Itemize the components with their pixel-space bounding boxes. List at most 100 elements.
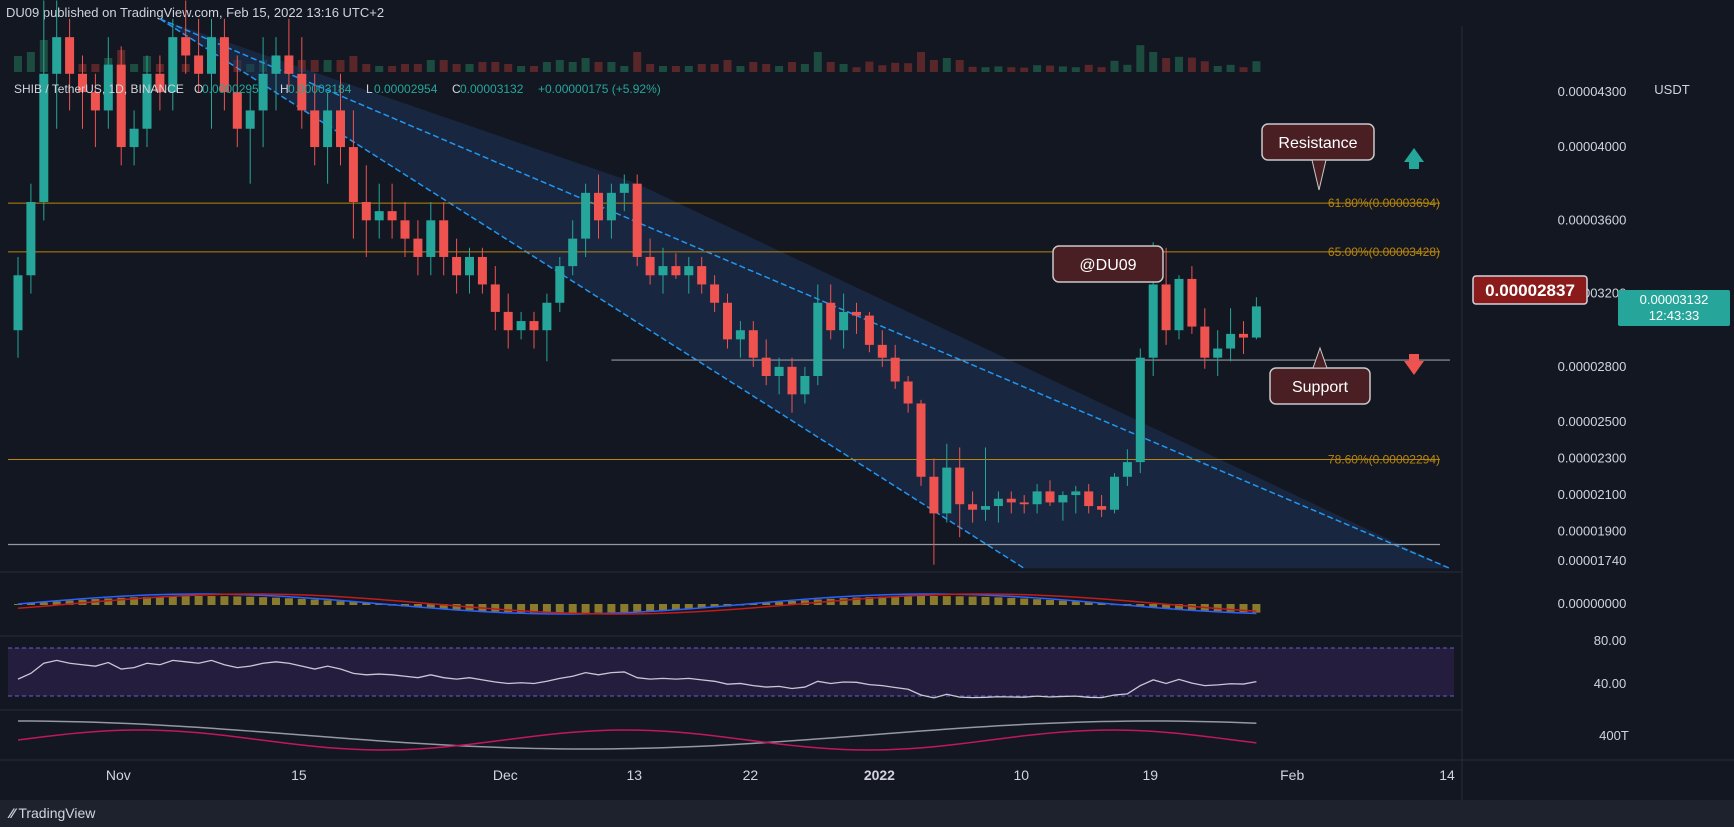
macd-histogram-bar <box>491 604 500 612</box>
candle <box>671 253 681 279</box>
macd-histogram-bar <box>659 604 667 611</box>
volume-bar <box>568 62 577 72</box>
volume-bar <box>530 66 538 72</box>
legend-value: +0.00000175 (+5.92%) <box>538 82 661 96</box>
candle <box>942 443 952 523</box>
candle-body <box>877 344 887 358</box>
candle-body <box>955 467 965 505</box>
candle <box>426 202 436 276</box>
candle <box>39 0 49 221</box>
macd-histogram-bar <box>1084 602 1093 605</box>
candle-body <box>632 183 642 257</box>
volume-bar <box>517 66 526 72</box>
volume-bar <box>1007 67 1016 72</box>
macd-histogram-bar <box>1007 597 1016 605</box>
candle-body <box>336 110 345 148</box>
candle-body <box>1187 278 1197 327</box>
volume-bar <box>620 66 629 72</box>
volume-bar <box>646 64 655 72</box>
volume-bar <box>1226 64 1235 72</box>
candle <box>1174 275 1184 340</box>
macd-histogram-bar <box>1058 600 1067 605</box>
volume-bar <box>891 62 900 72</box>
candle-body <box>942 467 952 514</box>
candle <box>284 18 294 93</box>
volume-bar <box>762 64 771 72</box>
candle-body <box>555 266 565 303</box>
candle <box>993 491 1003 523</box>
candle-body <box>748 330 758 358</box>
candle <box>606 183 616 239</box>
candle <box>310 73 320 166</box>
candle <box>181 0 191 74</box>
candle <box>929 458 939 565</box>
indicator-panels <box>8 593 1454 751</box>
legend-value: L <box>366 82 373 96</box>
candle-body <box>993 498 1003 507</box>
time-tick-label: 14 <box>1439 767 1455 783</box>
candle-body <box>787 366 797 395</box>
resistance-callout: Resistance <box>1261 123 1375 191</box>
volume-bar <box>659 66 667 72</box>
candle <box>387 183 397 239</box>
candle-body <box>52 37 62 74</box>
volume-bar <box>878 65 887 72</box>
macd-histogram-bar <box>865 597 874 605</box>
price-tick-label: 0.00002300 <box>1558 450 1627 465</box>
volume-bar <box>775 66 784 72</box>
volume-bar <box>310 60 319 72</box>
volume-bar <box>542 62 551 72</box>
candle <box>297 37 307 129</box>
candle-body <box>90 92 100 111</box>
macd-histogram-bar <box>168 596 177 605</box>
candle-body <box>1084 491 1094 507</box>
legend-value: C <box>452 82 461 96</box>
macd-histogram-bar <box>929 596 938 605</box>
candle <box>490 266 500 331</box>
candle-body <box>297 73 307 111</box>
candle-body <box>529 321 539 331</box>
macd-histogram-bar <box>1226 604 1235 612</box>
candle <box>323 92 333 184</box>
volume-bar <box>1252 61 1261 72</box>
candle <box>1045 480 1055 507</box>
candle <box>1097 495 1107 518</box>
candle-body <box>503 311 513 331</box>
candle-body <box>516 321 526 331</box>
volume-bar <box>1175 56 1183 72</box>
volume-bar <box>788 62 796 72</box>
candle-body <box>710 284 720 303</box>
candle <box>361 165 371 257</box>
legend-value: O <box>194 82 203 96</box>
macd-histogram-bar <box>891 596 900 605</box>
time-tick-label: Nov <box>106 767 131 783</box>
macd-tick-label: 0.00000000 <box>1558 596 1627 611</box>
candle-body <box>761 357 771 377</box>
candle-body <box>981 506 990 510</box>
time-tick-label: Dec <box>493 767 518 783</box>
candle <box>1122 449 1132 486</box>
price-tick-label: 0.00004000 <box>1558 139 1627 154</box>
macd-histogram-bar <box>130 597 139 605</box>
legend-value: 0.00003184 <box>288 82 352 96</box>
volume-bar <box>1213 66 1222 72</box>
candle-body <box>1148 284 1158 358</box>
candle <box>168 18 178 111</box>
volume-bar <box>852 67 861 72</box>
candle-body <box>568 238 578 267</box>
candle-body <box>65 37 75 74</box>
candle <box>542 293 552 362</box>
candle-body <box>245 110 255 129</box>
macd-histogram-bar <box>800 600 809 605</box>
candle <box>26 183 36 294</box>
candle-body <box>619 183 629 193</box>
legend-value: H <box>280 82 289 96</box>
price-chart[interactable]: 61.80%(0.00003694) 65.00%(0.00003428) 78.6… <box>0 0 1734 800</box>
candle-body <box>826 302 836 331</box>
candle <box>465 247 474 294</box>
volume-bar <box>1239 67 1248 72</box>
candle <box>774 357 784 395</box>
candle-body <box>1058 495 1068 503</box>
candle <box>13 256 23 358</box>
candle <box>787 357 797 413</box>
